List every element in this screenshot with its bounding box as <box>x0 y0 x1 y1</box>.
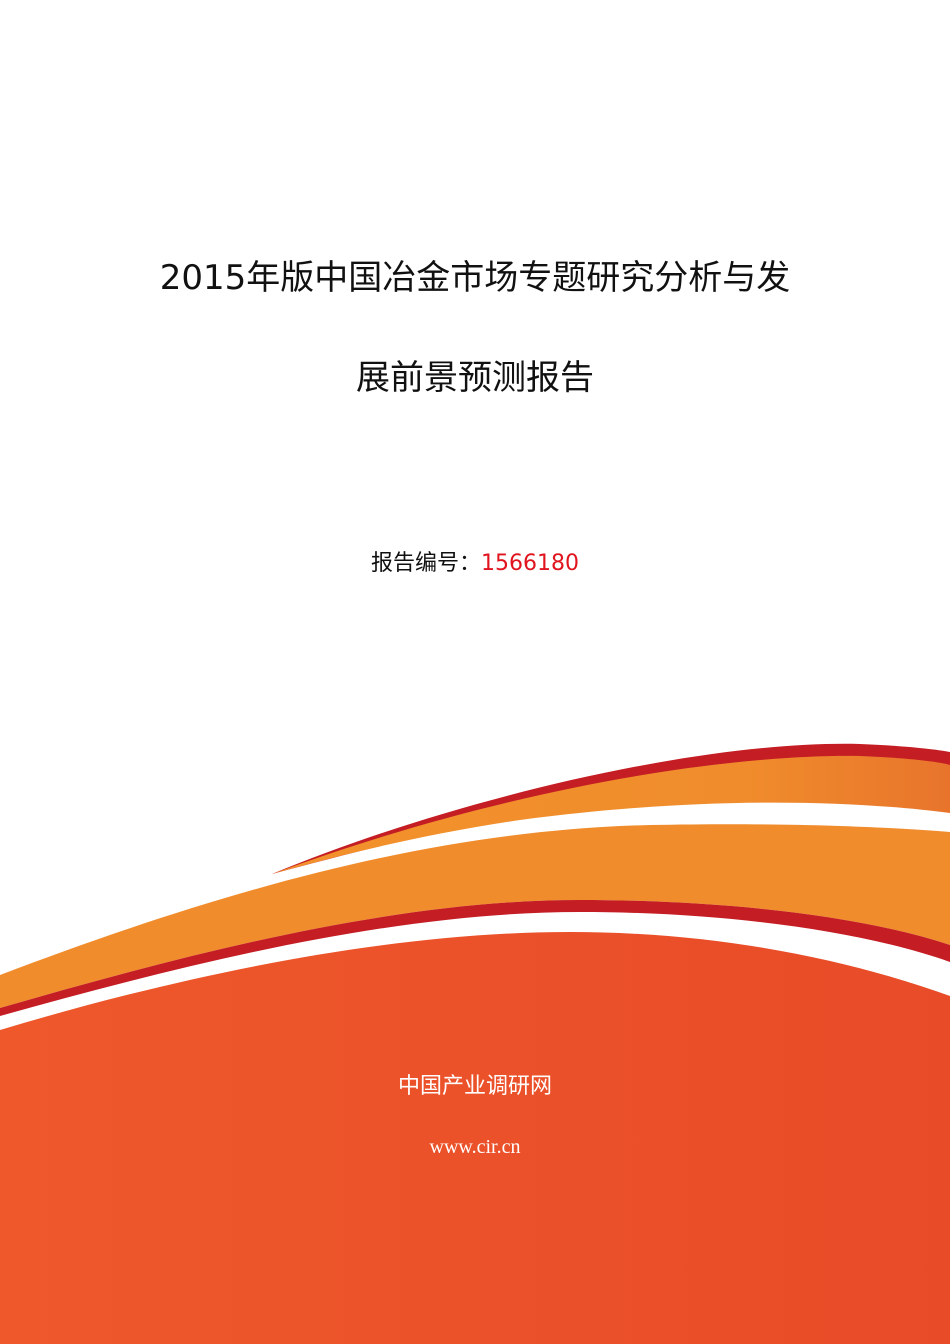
upper-swoosh-red-edge <box>272 743 950 874</box>
report-title-line-2: 展前景预测报告 <box>356 358 594 398</box>
report-title-line-1: 2015年版中国冶金市场专题研究分析与发 <box>159 258 791 298</box>
bottom-fill <box>0 932 950 1344</box>
middle-band-red-edge <box>0 900 950 1016</box>
upper-swoosh <box>272 755 950 874</box>
website-link[interactable]: www.cir.cn <box>429 1136 521 1158</box>
report-number-label: 报告编号： <box>371 551 482 576</box>
report-number-value: 1566180 <box>481 551 579 576</box>
middle-band <box>0 824 950 1008</box>
organization-name: 中国产业调研网 <box>397 1074 552 1099</box>
report-number: 报告编号：1566180 <box>0 545 950 577</box>
